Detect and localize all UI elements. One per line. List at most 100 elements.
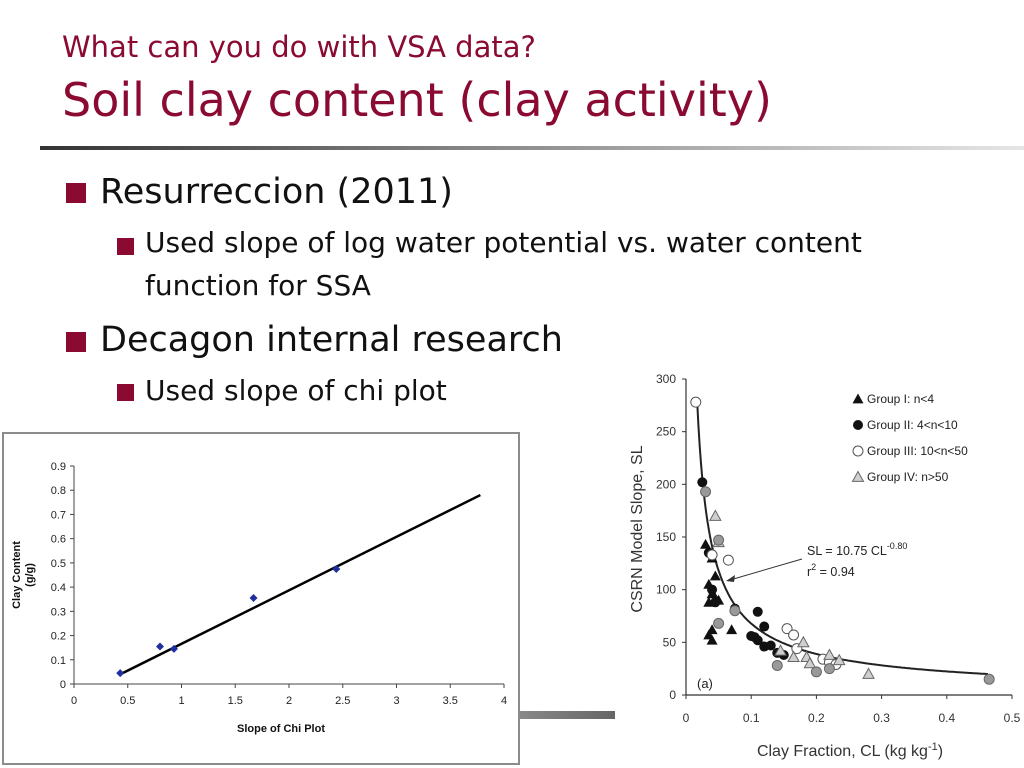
title-divider: [40, 146, 1024, 150]
bullet-resurreccion: Resurreccion (2011): [100, 172, 453, 212]
legend-label: Group II: 4<n<10: [867, 418, 958, 432]
slide-subtitle: What can you do with VSA data?: [62, 30, 536, 64]
data-point: [759, 621, 770, 632]
data-point: [781, 623, 793, 635]
data-point: [823, 648, 836, 660]
annotation-arrowhead: [726, 575, 735, 582]
y-tick-label: 0.7: [51, 509, 66, 521]
y-tick-label: 250: [656, 425, 676, 439]
data-point: [765, 640, 776, 651]
bullet-marker: [117, 238, 134, 255]
legend-marker: [852, 393, 864, 404]
data-point: [983, 673, 995, 685]
data-point: [697, 477, 708, 488]
data-point: [797, 635, 810, 648]
fit-curve: [696, 400, 988, 675]
data-point: [862, 667, 875, 679]
chi-plot-svg: 0 0.1 0.2 0.3 0.4 0.5 0.6 0.7 0.8 0.9 0 0.5 1 1.5 2 2.5…: [11, 461, 507, 735]
x-axis-title: Slope of Chi Plot: [237, 723, 325, 735]
bullet-decagon: Decagon internal research: [100, 320, 563, 360]
y-tick-label: 0.5: [51, 558, 66, 570]
data-point: [722, 554, 734, 566]
x-tick-label: 2.5: [335, 695, 350, 707]
y-tick-label: 0: [669, 688, 676, 702]
data-point: [706, 634, 718, 645]
bullet-slope-log-water-cont: function for SSA: [145, 269, 371, 302]
data-point: [708, 509, 722, 521]
x-tick-label: 0.5: [120, 695, 135, 707]
data-point: [832, 653, 846, 666]
data-point: [713, 617, 725, 629]
y-tick-label: 0.2: [51, 631, 66, 643]
data-point: [249, 594, 258, 603]
data-point: [706, 549, 718, 561]
legend-label: Group III: 10<n<50: [867, 444, 968, 458]
y-tick-label: 150: [656, 530, 676, 544]
y-tick-label: 300: [656, 372, 676, 386]
data-point: [803, 656, 817, 669]
y-tick-label: 200: [656, 477, 676, 491]
y-tick-label: 0.4: [51, 582, 66, 594]
data-point: [752, 606, 763, 617]
data-point: [823, 663, 835, 675]
data-point: [710, 597, 721, 608]
bullet-marker: [66, 183, 86, 203]
x-axis-title: Clay Fraction, CL (kg kg-1): [757, 741, 943, 760]
panel-label: (a): [697, 676, 713, 691]
data-point: [774, 644, 787, 656]
slide-title: Soil clay content (clay activity): [62, 73, 772, 127]
data-point: [709, 570, 721, 581]
x-tick-label: 0.1: [743, 711, 760, 725]
decorative-bar: [520, 711, 615, 719]
fit-equation: SL = 10.75 CL-0.80: [807, 541, 907, 558]
fit-r2: r2 = 0.94: [807, 562, 855, 579]
legend-marker: [853, 420, 863, 430]
data-point: [729, 605, 741, 617]
bullet-chi-plot: Used slope of chi plot: [145, 374, 447, 407]
bullet-slope-log-water: Used slope of log water potential vs. wa…: [145, 226, 862, 259]
data-point: [771, 660, 783, 672]
y-tick-label: 0.6: [51, 534, 66, 546]
y-tick-label: 0: [60, 679, 66, 691]
y-tick-label: 0.3: [51, 606, 66, 618]
data-point: [332, 564, 341, 573]
legend-marker: [851, 470, 865, 482]
csrn-slope-chart: 0 50 100 150 200 250 300 0 0.1 0.2 0.3 0.4 0.5 Group …: [620, 368, 1024, 768]
y-tick-label: 0.1: [51, 655, 66, 667]
y-tick-label: 50: [663, 635, 677, 649]
trend-line: [119, 493, 481, 676]
y-axis-title-unit: (g/g): [24, 563, 36, 587]
data-point: [726, 624, 738, 635]
x-tick-label: 0.5: [1004, 711, 1021, 725]
data-point: [787, 650, 800, 662]
legend-label: Group I: n<4: [867, 392, 934, 406]
data-point: [116, 669, 125, 678]
x-tick-label: 2: [286, 695, 292, 707]
bullet-marker: [117, 384, 134, 401]
legend-label: Group IV: n>50: [867, 470, 949, 484]
x-tick-label: 0.3: [873, 711, 890, 725]
data-point: [700, 538, 712, 549]
y-tick-label: 100: [656, 583, 676, 597]
data-point: [156, 642, 164, 651]
data-point: [810, 666, 822, 678]
data-point: [690, 396, 702, 408]
x-tick-label: 0: [71, 695, 77, 707]
data-point: [749, 632, 760, 643]
x-tick-label: 3.5: [443, 695, 458, 707]
data-point: [788, 629, 800, 641]
x-tick-label: 4: [501, 695, 507, 707]
bullet-marker: [66, 332, 86, 352]
x-tick-label: 1.5: [228, 695, 243, 707]
data-point: [169, 644, 178, 653]
y-tick-label: 0.9: [51, 461, 66, 473]
y-tick-label: 0.8: [51, 485, 66, 497]
x-tick-label: 1: [178, 695, 184, 707]
chi-plot-chart: 0 0.1 0.2 0.3 0.4 0.5 0.6 0.7 0.8 0.9 0 0.5 1 1.5 2 2.5…: [2, 432, 520, 765]
data-point: [707, 584, 718, 595]
data-point: [700, 486, 712, 498]
x-tick-label: 0.2: [808, 711, 825, 725]
legend-marker: [852, 445, 864, 457]
y-axis-title: Clay Content: [11, 541, 23, 609]
x-tick-label: 3: [393, 695, 399, 707]
